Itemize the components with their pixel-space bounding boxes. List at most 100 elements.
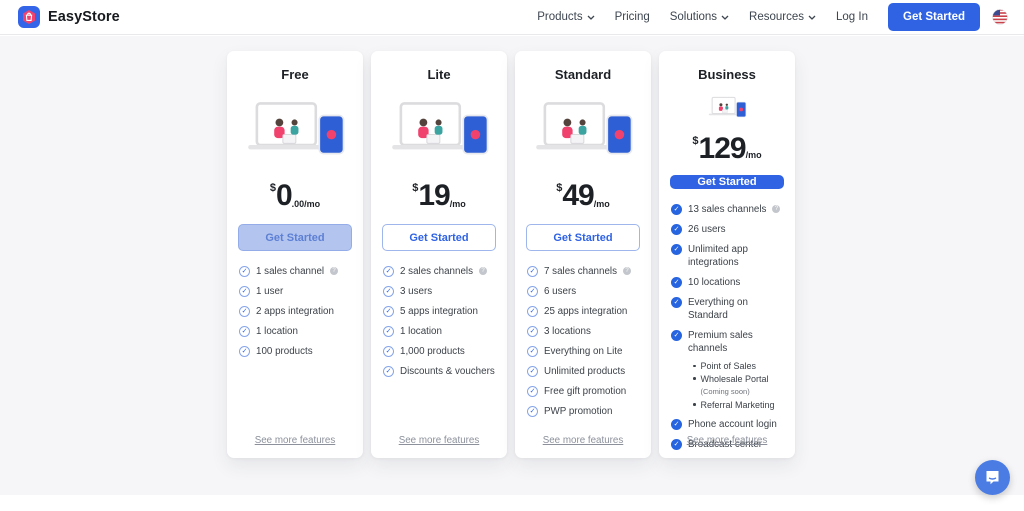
plan-illustration [392, 102, 489, 155]
nav-item-products[interactable]: Products [527, 5, 604, 29]
feature-item: ✓ 3 locations [527, 325, 641, 338]
bullet-dot [693, 377, 696, 380]
feature-text: PWP promotion [544, 406, 613, 417]
nav-item-label: Pricing [614, 11, 650, 23]
check-icon: ✓ [527, 306, 538, 317]
nav-item-pricing[interactable]: Pricing [605, 5, 660, 29]
info-icon[interactable]: ? [330, 267, 339, 275]
price-amount: 49 [562, 179, 594, 212]
feature-text: 5 apps integration [400, 306, 478, 317]
plan-card-standard: Standard $49/mo Get Started ✓ 7 sales cha… [515, 51, 651, 458]
feature-text: 2 apps integration [256, 306, 334, 317]
feature-list: ✓ 13 sales channels? ✓ 26 users ✓ Unlimited a… [659, 203, 795, 458]
currency-symbol: $ [269, 182, 276, 194]
plan-get-started-button[interactable]: Get Started [238, 224, 352, 251]
nav-item-resources[interactable]: Resources [739, 5, 826, 29]
check-icon: ✓ [239, 326, 250, 337]
check-icon: ✓ [527, 406, 538, 417]
feature-list: ✓ 7 sales channels? ✓ 6 users ✓ 25 apps integ… [515, 265, 651, 425]
brand[interactable]: EasyStore [18, 6, 120, 28]
plan-get-started-button[interactable]: Get Started [526, 224, 640, 251]
feature-item: ✓ 1,000 products [383, 345, 497, 358]
check-icon: ✓ [671, 439, 682, 450]
feature-item: ✓ 7 sales channels? [527, 265, 641, 278]
feature-item: ✓ 5 apps integration [383, 305, 497, 318]
plan-card-free: Free $0.00/mo Get Started ✓ 1 sales chann… [227, 51, 363, 458]
feature-item: ✓ 3 users [383, 285, 497, 298]
feature-item: ✓ Discounts & vouchers [383, 365, 497, 378]
price-period: /mo [745, 150, 762, 160]
see-more-features-link[interactable]: See more features [686, 435, 768, 446]
feature-text: Unlimited products [544, 366, 626, 377]
check-icon: ✓ [671, 297, 682, 308]
check-icon: ✓ [383, 346, 394, 357]
plan-get-started-button[interactable]: Get Started [382, 224, 496, 251]
nav-item-label: Resources [749, 11, 805, 23]
check-icon: ✓ [527, 266, 538, 277]
chat-bubble-icon [984, 469, 1001, 486]
check-icon: ✓ [527, 346, 538, 357]
see-more-features-link[interactable]: See more features [398, 435, 480, 446]
nav-item-label: Products [537, 11, 583, 23]
info-icon[interactable]: ? [772, 205, 781, 213]
chat-launcher-button[interactable] [975, 460, 1010, 495]
feature-item: ✓ 1 location [383, 325, 497, 338]
feature-item: ✓ Everything on Standard [671, 296, 785, 322]
plan-illustration [248, 102, 345, 155]
feature-sub-text: Point of Sales [700, 361, 757, 371]
currency-symbol: $ [556, 182, 563, 194]
feature-note: (Coming soon) [700, 387, 750, 396]
nav-item-solutions[interactable]: Solutions [660, 5, 739, 29]
nav-item-label: Solutions [669, 11, 718, 23]
see-more-features-link[interactable]: See more features [254, 435, 336, 446]
check-icon: ✓ [239, 286, 250, 297]
bullet-dot [693, 403, 696, 406]
feature-text: Discounts & vouchers [400, 366, 495, 377]
check-icon: ✓ [671, 224, 682, 235]
bullet-dot [693, 364, 696, 367]
plan-get-started-button[interactable]: Get Started [670, 175, 784, 189]
feature-item: ✓ Phone account login [671, 418, 785, 431]
feature-text: Premium sales channels [688, 330, 753, 354]
feature-item: ✓ 100 products [239, 345, 353, 358]
feature-text: 100 products [256, 346, 313, 357]
price-amount: 19 [418, 179, 450, 212]
feature-item: ✓ 26 users [671, 223, 785, 236]
plan-cards: Free $0.00/mo Get Started ✓ 1 sales chann… [227, 51, 795, 458]
feature-item: ✓ Everything on Lite [527, 345, 641, 358]
plan-illustration [536, 102, 633, 155]
info-icon[interactable]: ? [622, 267, 631, 275]
check-icon: ✓ [527, 286, 538, 297]
feature-text: 1 location [400, 326, 442, 337]
price-amount: 0 [275, 179, 293, 212]
feature-list: ✓ 1 sales channel? ✓ 1 user ✓ 2 apps integrat… [227, 265, 363, 365]
feature-text: Everything on Lite [544, 346, 623, 357]
feature-item: ✓ 25 apps integration [527, 305, 641, 318]
check-icon: ✓ [239, 346, 250, 357]
info-icon[interactable]: ? [478, 267, 487, 275]
check-icon: ✓ [383, 266, 394, 277]
currency-symbol: $ [692, 135, 699, 147]
feature-item: ✓ 1 sales channel? [239, 265, 353, 278]
check-icon: ✓ [383, 326, 394, 337]
feature-item: ✓ 1 location [239, 325, 353, 338]
check-icon: ✓ [383, 306, 394, 317]
check-icon: ✓ [527, 326, 538, 337]
us-flag-icon[interactable] [992, 9, 1008, 25]
currency-symbol: $ [412, 182, 419, 194]
feature-text: Broadcast center [688, 439, 763, 450]
see-more-features-link[interactable]: See more features [542, 435, 624, 446]
feature-item: ✓ 10 locations [671, 276, 785, 289]
plan-title: Free [281, 67, 309, 82]
check-icon: ✓ [671, 244, 682, 255]
check-icon: ✓ [383, 286, 394, 297]
check-icon: ✓ [383, 366, 394, 377]
nav-item-log-in[interactable]: Log In [826, 5, 878, 29]
feature-text: 10 locations [688, 277, 741, 288]
plan-price: $49/mo [556, 180, 610, 214]
check-icon: ✓ [527, 386, 538, 397]
price-amount: 129 [698, 132, 747, 165]
top-nav: EasyStore Products Pricing Solutions Resour… [0, 0, 1024, 35]
feature-item: ✓ Unlimited app integrations [671, 243, 785, 269]
nav-get-started-button[interactable]: Get Started [888, 3, 980, 31]
